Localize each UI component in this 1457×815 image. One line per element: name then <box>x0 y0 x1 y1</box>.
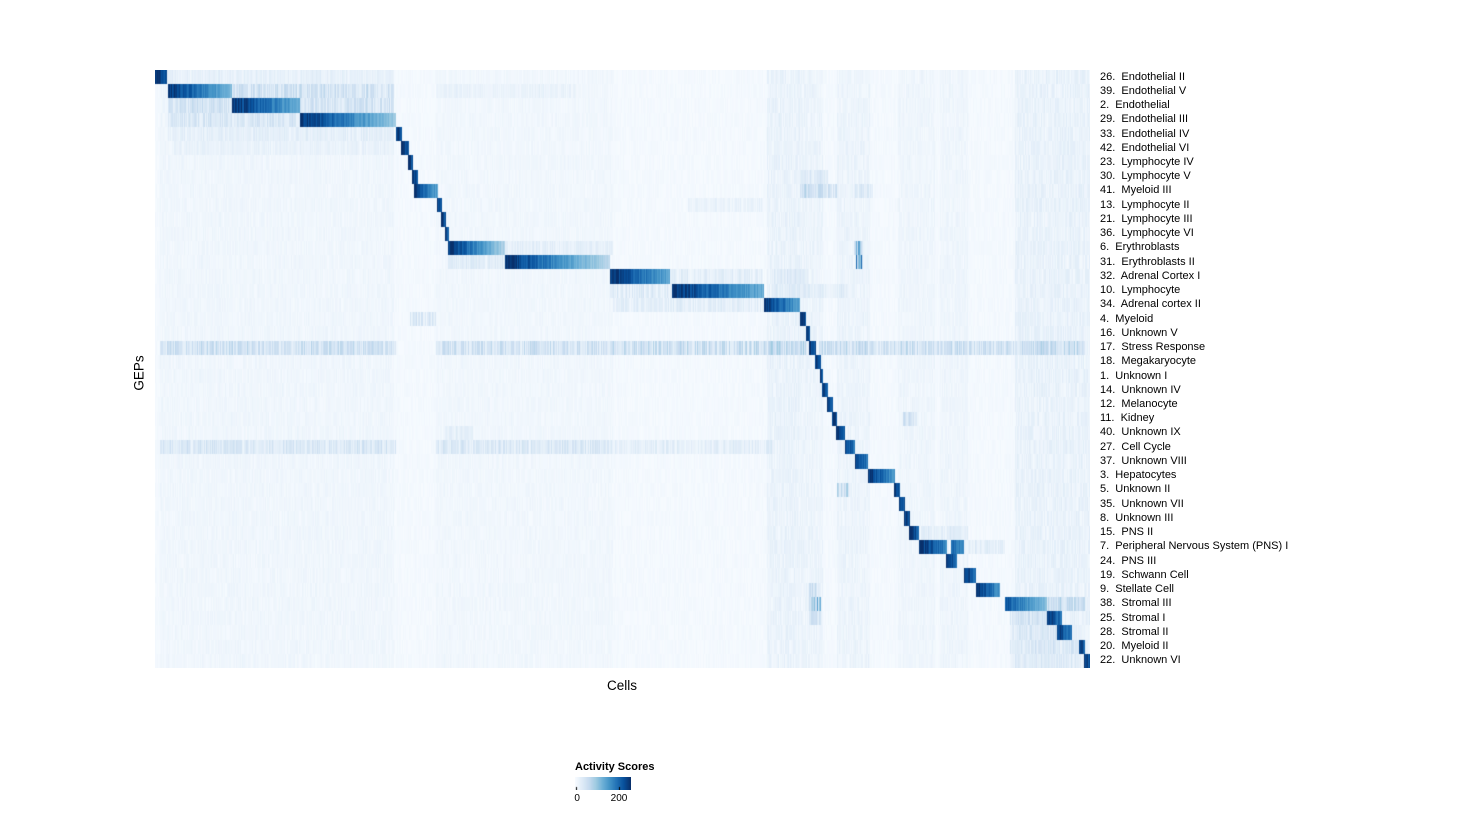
gep-row-label: 25. Stromal I <box>1100 611 1166 624</box>
gep-row-label: 22. Unknown VI <box>1100 654 1181 667</box>
legend-tick-label-0: 0 <box>574 793 580 804</box>
colorbar-legend: Activity Scores 0 200 <box>574 761 655 805</box>
gep-row-label: 29. Endothelial III <box>1100 113 1189 126</box>
gep-row-label: 24. PNS III <box>1100 554 1157 567</box>
gep-row-label: 11. Kidney <box>1100 412 1155 425</box>
gep-row-label: 28. Stromal II <box>1100 625 1169 638</box>
gep-row-label: 32. Adrenal Cortex I <box>1100 269 1201 282</box>
gep-row-label: 42. Endothelial VI <box>1100 141 1190 154</box>
row-labels: 26. Endothelial II 39. Endothelial V 2. En… <box>1100 70 1288 668</box>
x-axis-label: Cells <box>606 678 638 693</box>
gep-row-label: 21. Lymphocyte III <box>1100 212 1193 225</box>
gep-row-label: 31. Erythroblasts II <box>1100 255 1195 268</box>
legend-gradient-bar <box>575 777 631 790</box>
legend-tick-label-200: 200 <box>610 793 628 804</box>
gep-row-label: 10. Lymphocyte <box>1100 284 1181 297</box>
gep-row-label: 38. Stromal III <box>1100 597 1172 610</box>
gep-row-label: 33. Endothelial IV <box>1100 127 1190 140</box>
gep-row-label: 3. Hepatocytes <box>1100 469 1177 482</box>
gep-row-label: 14. Unknown IV <box>1100 383 1181 396</box>
gep-row-label: 4. Myeloid <box>1100 312 1154 325</box>
gep-row-label: 18. Megakaryocyte <box>1100 355 1196 368</box>
gep-row-label: 15. PNS II <box>1100 526 1154 539</box>
gep-row-label: 20. Myeloid II <box>1100 639 1169 652</box>
gep-row-label: 6. Erythroblasts <box>1100 241 1180 254</box>
legend-ticks: 0 200 <box>574 793 631 805</box>
gep-row-label: 17. Stress Response <box>1100 341 1206 354</box>
gep-row-label: 16. Unknown V <box>1100 326 1178 339</box>
gep-row-label: 5. Unknown II <box>1100 483 1171 496</box>
gep-row-label: 27. Cell Cycle <box>1100 440 1171 453</box>
gep-row-label: 9. Stellate Cell <box>1100 583 1174 596</box>
gep-row-label: 12. Melanocyte <box>1100 398 1178 410</box>
legend-title: Activity Scores <box>575 761 655 773</box>
gep-row-label: 40. Unknown IX <box>1100 426 1181 439</box>
heatmap-canvas <box>155 70 1090 668</box>
gep-row-label: 36. Lymphocyte VI <box>1100 227 1194 240</box>
gep-row-label: 19. Schwann Cell <box>1100 568 1189 581</box>
gep-row-label: 2. Endothelial <box>1100 99 1170 112</box>
gep-row-label: 26. Endothelial II <box>1100 70 1186 83</box>
gep-row-label: 34. Adrenal cortex II <box>1100 298 1201 311</box>
gep-row-label: 8. Unknown III <box>1100 511 1174 524</box>
gep-row-label: 37. Unknown VIII <box>1100 454 1187 467</box>
gep-row-label: 13. Lymphocyte II <box>1100 198 1190 211</box>
gep-row-label: 39. Endothelial V <box>1100 84 1187 97</box>
y-axis-label: GEPs <box>131 355 147 391</box>
gep-row-label: 1. Unknown I <box>1100 369 1168 382</box>
gep-row-label: 7. Peripheral Nervous System (PNS) I <box>1100 540 1289 553</box>
gep-row-label: 30. Lymphocyte V <box>1100 170 1191 183</box>
gep-row-label: 35. Unknown VII <box>1100 497 1184 510</box>
gep-row-label: 41. Myeloid III <box>1100 184 1172 197</box>
gep-row-label: 23. Lymphocyte IV <box>1100 156 1194 169</box>
